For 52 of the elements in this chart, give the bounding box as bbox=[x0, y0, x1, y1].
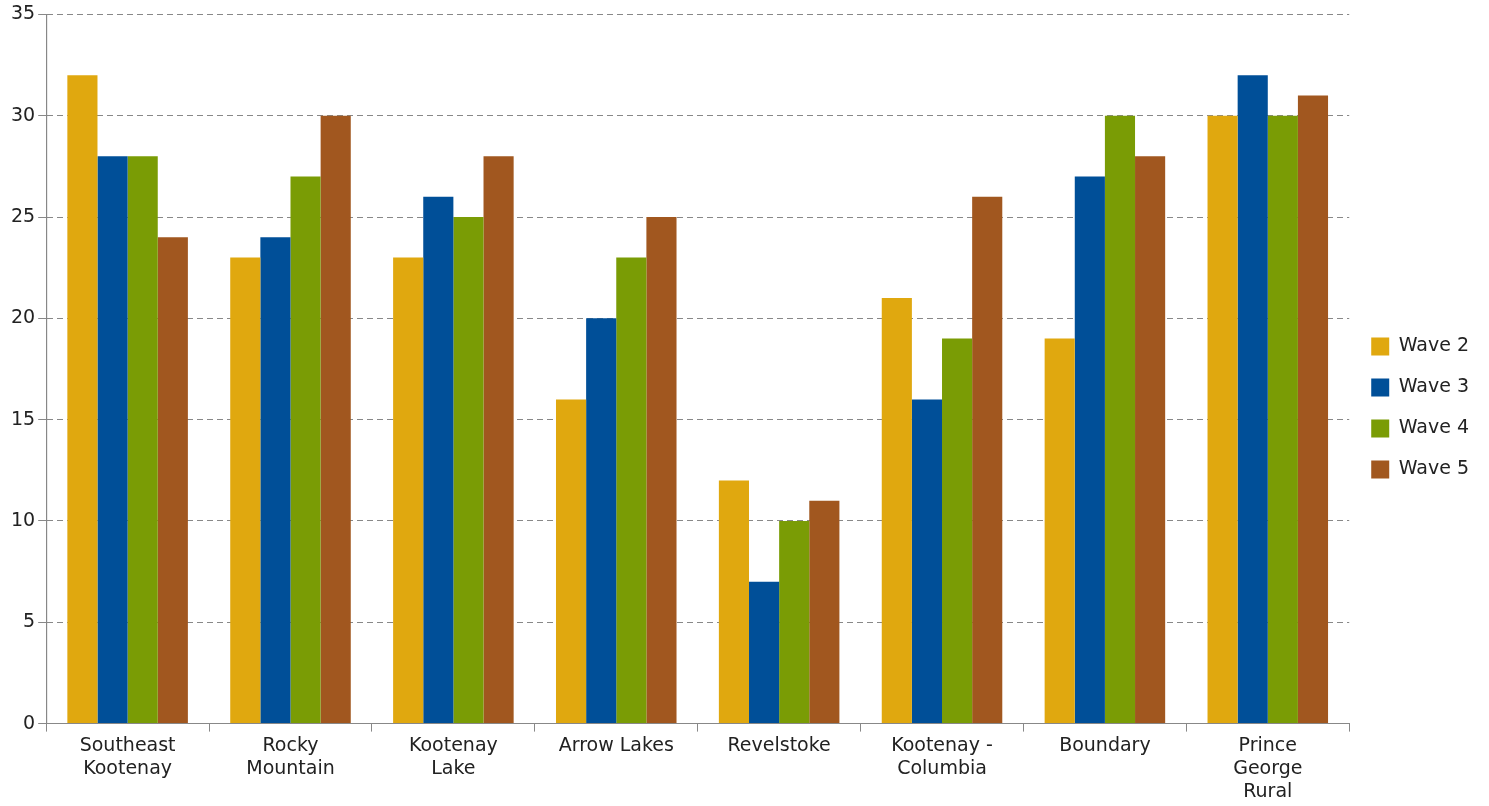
bar bbox=[157, 237, 188, 724]
bar bbox=[555, 399, 587, 724]
x-tick-label: Revelstoke bbox=[727, 732, 831, 755]
bar bbox=[1267, 115, 1298, 724]
bar bbox=[230, 257, 261, 724]
x-tick-label: Kootenay Lake bbox=[408, 732, 498, 778]
bar bbox=[1237, 75, 1268, 724]
bar bbox=[942, 338, 973, 724]
x-tick-label: Boundary bbox=[1059, 732, 1151, 755]
bar bbox=[453, 217, 484, 724]
bar bbox=[1044, 338, 1075, 724]
bar bbox=[290, 176, 321, 724]
bar bbox=[646, 217, 677, 724]
x-tick-label: Prince George Rural bbox=[1233, 732, 1303, 801]
y-tick-label: 20 bbox=[10, 305, 36, 328]
bar bbox=[1297, 95, 1329, 724]
bar bbox=[1135, 156, 1166, 724]
x-tick-label: Kootenay - Columbia bbox=[891, 732, 993, 778]
bar bbox=[779, 520, 810, 724]
bar bbox=[483, 156, 514, 724]
bar bbox=[718, 480, 750, 724]
bar bbox=[127, 156, 158, 724]
y-tick-label: 5 bbox=[23, 609, 36, 632]
bar bbox=[1104, 115, 1136, 724]
bar bbox=[393, 257, 424, 724]
y-tick-label: 10 bbox=[10, 507, 36, 530]
y-tick-label: 35 bbox=[10, 1, 36, 24]
bar bbox=[260, 237, 291, 724]
y-tick-label: 30 bbox=[10, 102, 36, 125]
bar bbox=[749, 581, 780, 724]
bar bbox=[616, 257, 647, 724]
bar bbox=[1074, 176, 1105, 724]
x-tick-label: Rocky Mountain bbox=[246, 732, 335, 778]
bar bbox=[809, 500, 840, 724]
x-tick-label: Southeast Kootenay bbox=[79, 732, 176, 778]
bar bbox=[423, 196, 454, 724]
y-tick-label: 0 bbox=[23, 710, 36, 733]
legend-label: Wave 5 bbox=[1398, 456, 1470, 479]
bar bbox=[320, 115, 351, 724]
bar bbox=[67, 75, 98, 724]
y-tick-label: 25 bbox=[10, 203, 36, 226]
legend-label: Wave 2 bbox=[1398, 333, 1470, 356]
bar bbox=[911, 399, 943, 724]
bar bbox=[1207, 115, 1238, 724]
legend-label: Wave 3 bbox=[1398, 374, 1470, 397]
x-tick-label: Arrow Lakes bbox=[558, 732, 674, 755]
legend-label: Wave 4 bbox=[1398, 415, 1470, 438]
bar bbox=[97, 156, 128, 724]
bar bbox=[972, 196, 1003, 724]
y-tick-label: 15 bbox=[10, 406, 36, 429]
bar bbox=[586, 318, 617, 724]
bar bbox=[881, 298, 912, 724]
